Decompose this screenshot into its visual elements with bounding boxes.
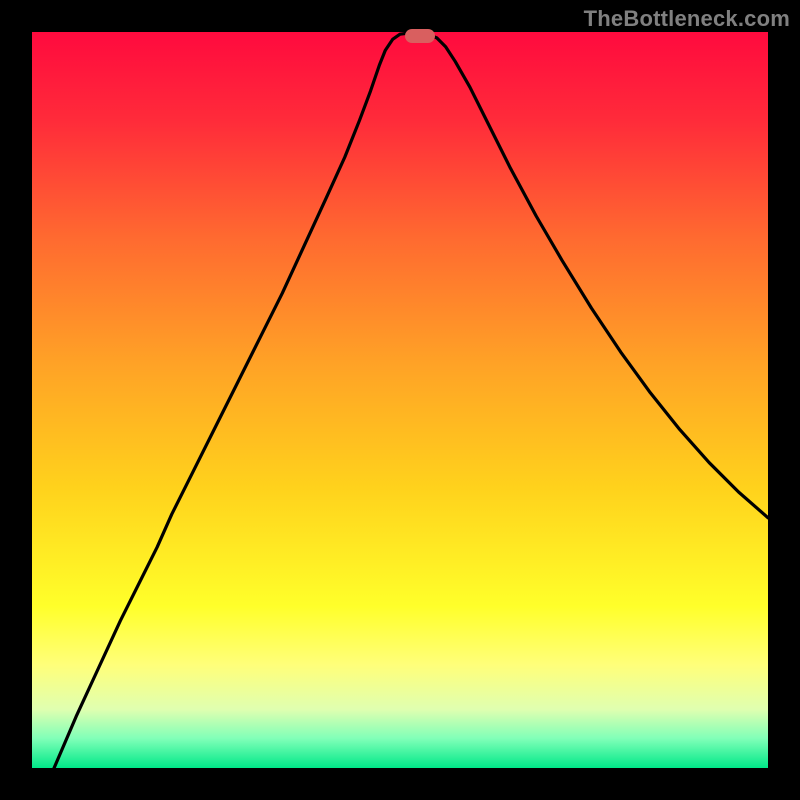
curve-svg [32, 32, 768, 768]
plot-area [32, 32, 768, 768]
chart-container: TheBottleneck.com [0, 0, 800, 800]
watermark-text: TheBottleneck.com [584, 6, 790, 32]
optimal-point-marker [405, 29, 435, 43]
bottleneck-curve [54, 33, 768, 768]
